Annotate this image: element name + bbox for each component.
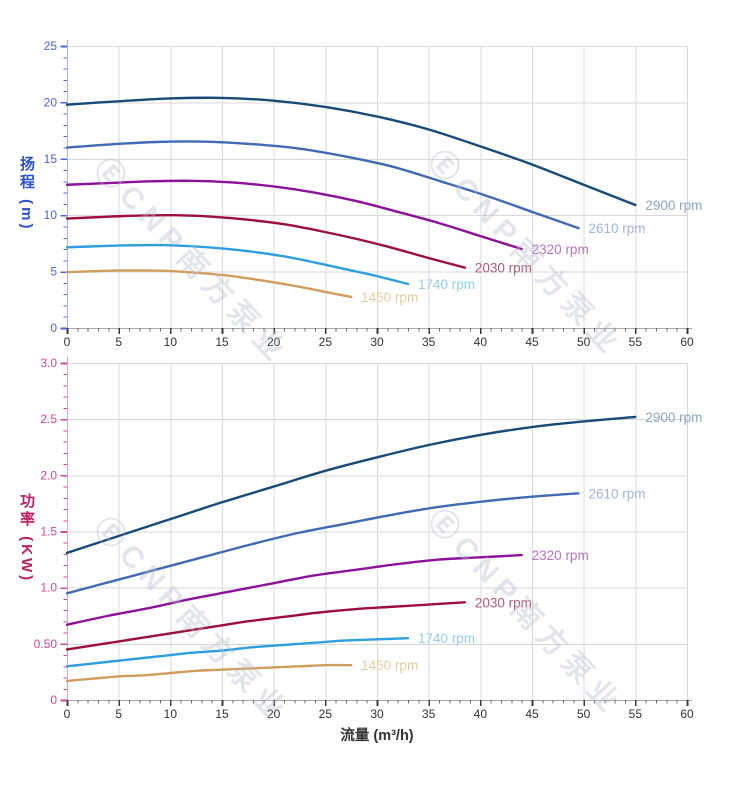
x-tick-label: 55 [629, 707, 643, 721]
x-tick-label: 45 [525, 335, 539, 349]
flow-axis-title: 流量 (m³/h) [340, 728, 414, 744]
series-label-2030-rpm: 2030 rpm [475, 261, 532, 276]
x-tick-label: 15 [215, 335, 229, 349]
x-tick-label: 35 [422, 335, 436, 349]
y-tick-label: 1.0 [40, 581, 57, 595]
series-curve-2900-rpm [65, 415, 637, 555]
x-tick-label: 20 [267, 707, 281, 721]
series-curve-2900-rpm [65, 96, 637, 207]
series-curve-1450-rpm [65, 663, 353, 683]
y-tick-label: 2.5 [40, 412, 57, 426]
y-tick-label: 15 [44, 152, 58, 166]
y-tick-label: 20 [44, 95, 58, 109]
series-label-2610-rpm: 2610 rpm [589, 486, 646, 501]
series-curve-1740-rpm [65, 243, 410, 286]
x-tick-label: 15 [215, 707, 229, 721]
x-tick-label: 10 [164, 335, 178, 349]
series-label-1740-rpm: 1740 rpm [418, 631, 475, 646]
series-label-2900-rpm: 2900 rpm [645, 198, 702, 213]
x-tick-label: 20 [267, 335, 281, 349]
y-tick-label: 25 [44, 39, 58, 53]
series-curve-2030-rpm [65, 601, 467, 651]
series-curve-1450-rpm [65, 269, 353, 299]
series-curve-2030-rpm [65, 213, 467, 269]
power-axis-title: 功率 (KW) [18, 493, 35, 584]
x-tick-label: 25 [319, 707, 333, 721]
series-label-1740-rpm: 1740 rpm [418, 277, 475, 292]
x-tick-label: 30 [370, 335, 384, 349]
x-tick-label: 35 [422, 707, 436, 721]
x-tick-label: 60 [680, 335, 694, 349]
x-tick-label: 50 [577, 335, 591, 349]
y-tick-label: 0 [50, 693, 57, 707]
y-tick-label: 1.5 [40, 525, 57, 539]
series-label-2610-rpm: 2610 rpm [589, 221, 646, 236]
y-tick-label: 2.0 [40, 468, 57, 482]
y-tick-label: 5 [50, 265, 57, 279]
x-tick-label: 0 [64, 707, 71, 721]
x-tick-label: 60 [680, 707, 694, 721]
series-label-2900-rpm: 2900 rpm [645, 410, 702, 425]
series-curve-2610-rpm [65, 492, 580, 595]
series-label-2320-rpm: 2320 rpm [532, 242, 589, 257]
series-label-1450-rpm: 1450 rpm [361, 658, 418, 673]
x-tick-label: 10 [164, 707, 178, 721]
series-curve-2320-rpm [65, 179, 523, 251]
x-tick-label: 40 [474, 335, 488, 349]
series-label-1450-rpm: 1450 rpm [361, 290, 418, 305]
series-label-2320-rpm: 2320 rpm [532, 548, 589, 563]
x-tick-label: 25 [319, 335, 333, 349]
x-tick-label: 55 [629, 335, 643, 349]
series-curve-2320-rpm [65, 553, 523, 626]
y-tick-label: 0.50 [34, 637, 58, 651]
series-curve-1740-rpm [65, 637, 410, 668]
y-tick-label: 0 [50, 321, 57, 335]
x-tick-label: 5 [115, 335, 122, 349]
y-tick-label: 10 [44, 208, 58, 222]
series-label-2030-rpm: 2030 rpm [475, 595, 532, 610]
x-tick-label: 30 [370, 707, 384, 721]
y-tick-label: 3.0 [40, 356, 57, 370]
x-tick-label: 5 [115, 707, 122, 721]
x-tick-label: 45 [525, 707, 539, 721]
x-tick-label: 50 [577, 707, 591, 721]
x-tick-label: 40 [474, 707, 488, 721]
head-axis-title: 扬程 (m) [18, 156, 35, 232]
series-curve-2610-rpm [65, 140, 580, 230]
x-tick-label: 0 [64, 335, 71, 349]
